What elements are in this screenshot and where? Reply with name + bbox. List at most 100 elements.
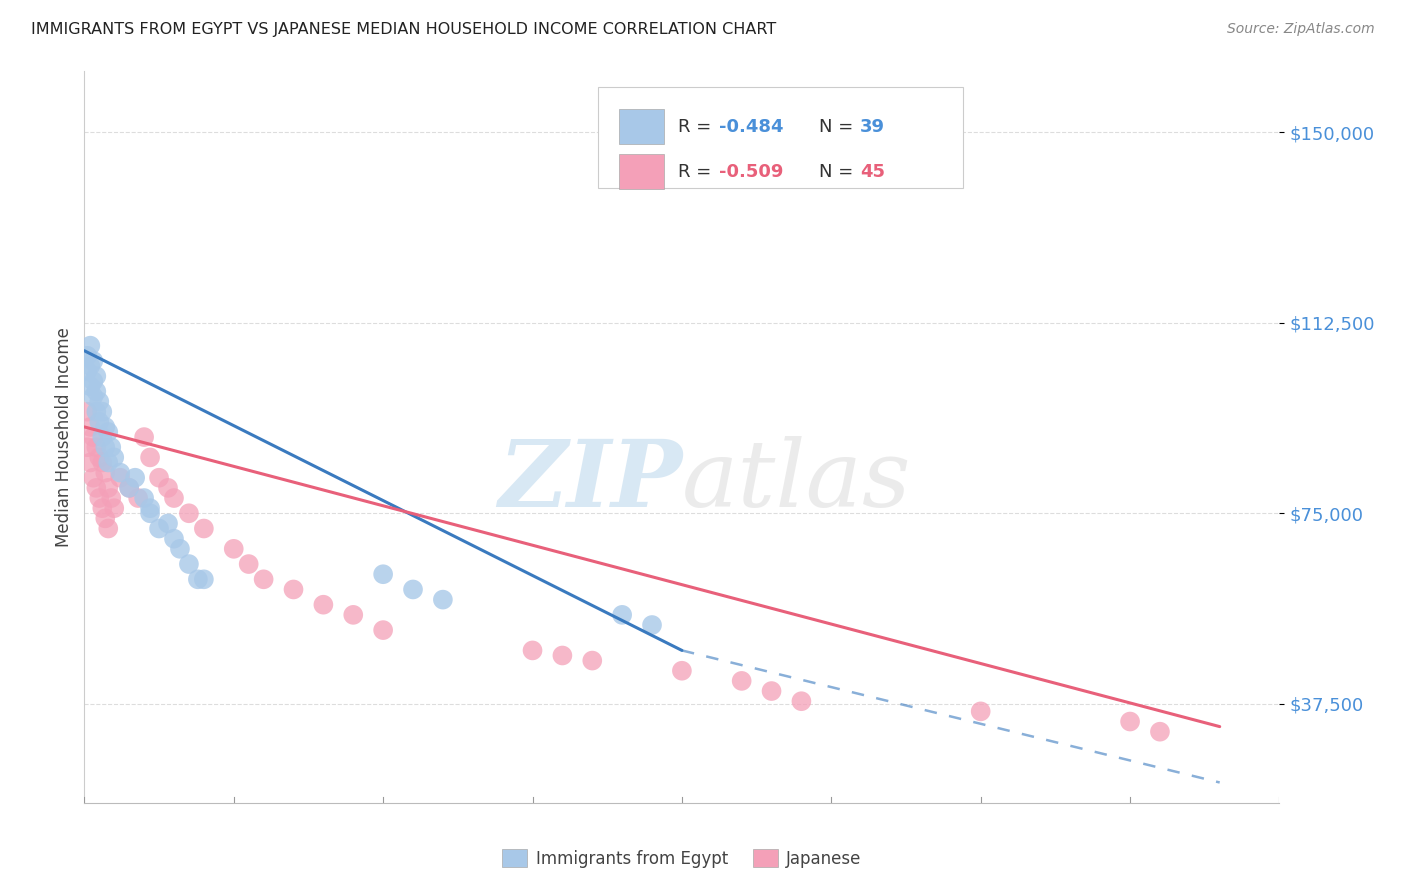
Point [110,466,132,480]
Point [970,705,993,719]
Point [76,440,98,454]
Point [139,501,162,516]
Point [402,582,425,597]
Point [522,643,544,657]
FancyBboxPatch shape [599,87,963,188]
Point [89,394,111,409]
Text: IMMIGRANTS FROM EGYPT VS JAPANESE MEDIAN HOUSEHOLD INCOME CORRELATION CHART: IMMIGRANTS FROM EGYPT VS JAPANESE MEDIAN… [31,22,776,37]
Point [671,664,693,678]
Text: Source: ZipAtlas.com: Source: ZipAtlas.com [1227,22,1375,37]
Text: R =: R = [678,118,717,136]
Point [177,506,200,520]
Point [79,455,101,469]
Point [193,521,215,535]
Text: -0.509: -0.509 [718,162,783,180]
Point [139,450,162,465]
Point [118,481,141,495]
Point [86,481,108,495]
Point [94,466,117,480]
Point [94,511,117,525]
Point [124,471,146,485]
Point [312,598,335,612]
Point [103,501,125,516]
Point [89,415,111,429]
Point [148,521,170,535]
Point [132,491,156,505]
Point [581,654,603,668]
Point [97,425,120,439]
Point [86,405,108,419]
Text: N =: N = [820,162,859,180]
Bar [619,109,664,145]
Point [82,471,104,485]
Point [118,481,141,495]
Point [342,607,364,622]
Point [132,430,156,444]
Point [82,374,104,388]
Point [76,349,98,363]
Text: -0.484: -0.484 [718,118,783,136]
Point [761,684,783,698]
Point [100,491,122,505]
Text: N =: N = [820,118,859,136]
Bar [619,154,664,189]
Point [91,501,114,516]
Point [103,450,125,465]
Point [94,440,117,454]
Point [86,369,108,384]
Point [283,582,305,597]
Point [76,405,98,419]
Point [163,532,186,546]
Point [79,338,101,352]
Point [82,389,104,403]
Y-axis label: Median Household Income: Median Household Income [55,327,73,547]
Point [157,516,180,531]
Point [169,541,191,556]
Point [89,450,111,465]
Text: R =: R = [678,162,717,180]
Point [1149,724,1171,739]
Text: 39: 39 [860,118,884,136]
Point [148,471,170,485]
Point [82,354,104,368]
Point [127,491,149,505]
Point [612,607,634,622]
Point [91,405,114,419]
Point [89,491,111,505]
Point [86,384,108,399]
Point [100,440,122,454]
Point [79,359,101,373]
Point [187,572,209,586]
Point [177,557,200,571]
Text: ZIP: ZIP [498,436,682,526]
Point [76,364,98,378]
Point [253,572,276,586]
Point [94,420,117,434]
Point [790,694,813,708]
Legend: Immigrants from Egypt, Japanese: Immigrants from Egypt, Japanese [502,849,862,868]
Point [731,673,754,688]
Point [82,430,104,444]
Text: atlas: atlas [682,436,911,526]
Point [91,430,114,444]
Point [139,506,162,520]
Text: 45: 45 [860,162,884,180]
Point [432,592,454,607]
Point [79,379,101,393]
Point [157,481,180,495]
Point [193,572,215,586]
Point [373,567,395,582]
Point [373,623,395,637]
Point [110,471,132,485]
Point [97,455,120,469]
Point [551,648,574,663]
Point [1119,714,1142,729]
Point [91,455,114,469]
Point [222,541,245,556]
Point [238,557,260,571]
Point [163,491,186,505]
Point [97,481,120,495]
Point [97,521,120,535]
Point [86,440,108,454]
Point [79,420,101,434]
